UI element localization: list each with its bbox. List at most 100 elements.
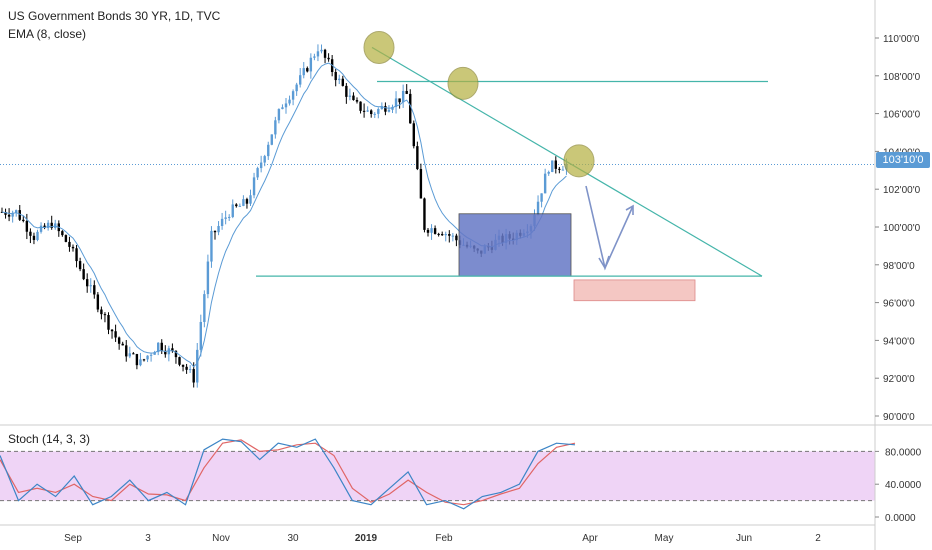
candle-body [295,84,298,92]
candle-body [15,210,18,213]
candle-body [75,248,78,262]
price-tick-label: 92'00'0 [883,374,915,385]
candle-body [29,231,32,236]
candle-body [394,98,398,107]
annotation-circle [363,30,395,64]
candle-body [441,234,444,236]
candle-body [117,337,121,344]
candle-body [373,113,376,115]
candle-body [68,241,71,247]
candle-body [174,350,178,358]
price-tick-label: 98'00'0 [883,261,915,272]
candle-body [302,68,305,76]
stoch-band [0,451,875,501]
candle-body [401,90,405,103]
candle-body [416,146,419,169]
candle-body [263,156,266,163]
candle-body [50,222,53,228]
annotation-arrowhead-up [625,204,634,215]
candle-body [110,329,114,332]
candle-body [558,168,561,170]
stoch-d-line [0,439,576,506]
candle-body [370,110,373,115]
time-tick-label: Sep [64,533,82,544]
candle-body [89,285,92,287]
time-tick-label: May [655,533,674,544]
candle-body [203,294,206,322]
candle-body [142,359,146,361]
candle-body [128,353,131,357]
current-price-label: 103'10'0 [876,152,930,168]
candle-body [160,342,163,351]
candle-body [437,233,440,235]
candle-body [114,331,117,338]
candle-body [405,90,408,94]
candle-body [71,246,75,249]
candle-body [64,235,68,242]
candle-body [341,78,344,86]
annotation-arrowhead-down [598,255,610,270]
stoch-legend: Stoch (14, 3, 3) [8,432,91,446]
candle-body [181,364,185,367]
candle-body [107,315,110,330]
candle-body [348,95,352,97]
candle-body [78,261,82,270]
candle-body [192,369,195,383]
candle-body [231,204,234,217]
candle-body [185,366,188,370]
candle-body [299,75,302,85]
candle-body [409,93,412,124]
candle-body [309,57,313,72]
candle-body [139,359,142,366]
candle-body [362,110,366,112]
candle-body [135,354,139,366]
candle-body [228,216,231,218]
candle-body [419,168,423,199]
price-tick-label: 106'00'0 [883,110,921,121]
candle-body [93,285,96,295]
candle-body [267,144,270,157]
candle-body [157,342,160,353]
candle-body [274,120,277,135]
candle-body [235,204,238,207]
time-tick-label: 3 [145,533,151,544]
candle-body [252,177,256,196]
candle-body [288,99,291,104]
candle-body [259,162,263,169]
candle-body [149,354,153,356]
annotation-circle [447,66,479,100]
candle-body [430,228,433,233]
price-tick-label: 102'00'0 [883,185,921,196]
candle-body [25,221,29,232]
candle-body [380,106,384,110]
candle-body [387,109,391,112]
candle-body [398,98,401,103]
ema-legend: EMA (8, close) [8,27,87,41]
candle-body [96,294,100,310]
candle-body [338,78,341,81]
candle-body [125,345,128,357]
candle-body [448,234,451,236]
candle-body [540,193,543,202]
stoch-tick-label: 40.0000 [885,480,922,491]
candle-body [327,57,330,60]
time-tick-label: Jun [736,533,752,544]
candle-body [36,231,39,240]
candle-body [11,212,14,217]
price-tick-label: 100'00'0 [883,223,921,234]
candle-body [547,171,550,174]
price-tick-label: 108'00'0 [883,72,921,83]
candle-body [178,357,181,365]
candle-body [7,214,11,217]
candle-body [384,106,387,112]
candle-body [103,314,107,316]
candle-body [4,211,7,215]
candle-body [242,199,245,206]
price-tick-label: 90'00'0 [883,412,915,423]
time-tick-label: 2 [815,533,821,544]
candle-body [256,168,259,178]
candle-body [61,231,64,236]
candle-body [32,235,36,240]
candle-body [153,352,156,355]
